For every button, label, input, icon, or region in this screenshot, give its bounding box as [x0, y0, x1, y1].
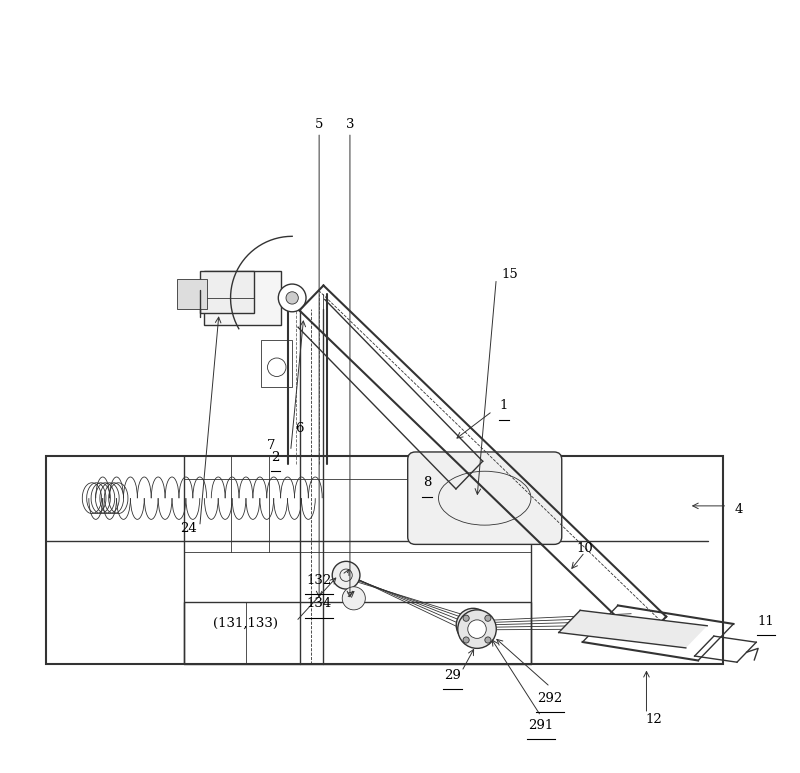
- Polygon shape: [558, 611, 707, 648]
- Text: 6: 6: [296, 422, 304, 435]
- Text: 132: 132: [306, 574, 332, 587]
- Circle shape: [342, 587, 366, 610]
- Text: 29: 29: [444, 669, 461, 682]
- Circle shape: [286, 291, 298, 304]
- Text: 2: 2: [271, 451, 279, 464]
- Text: 1: 1: [500, 400, 508, 412]
- Text: 4: 4: [734, 503, 743, 516]
- Circle shape: [466, 618, 481, 633]
- Polygon shape: [203, 271, 281, 325]
- Text: 10: 10: [577, 542, 594, 555]
- Circle shape: [278, 284, 306, 312]
- Text: 3: 3: [346, 118, 354, 131]
- Bar: [200, 271, 254, 313]
- Circle shape: [458, 610, 496, 649]
- Circle shape: [485, 637, 491, 643]
- Text: 24: 24: [180, 523, 197, 536]
- Text: 134: 134: [306, 598, 332, 610]
- Bar: [46, 456, 723, 664]
- Text: 8: 8: [422, 476, 431, 489]
- Text: 11: 11: [758, 615, 774, 628]
- Circle shape: [463, 637, 470, 643]
- Bar: [262, 340, 292, 386]
- Circle shape: [485, 615, 491, 621]
- Text: 291: 291: [528, 719, 554, 732]
- FancyBboxPatch shape: [408, 452, 562, 544]
- Bar: [177, 279, 207, 309]
- Text: 5: 5: [315, 118, 323, 131]
- Circle shape: [456, 608, 490, 642]
- Text: (131,133): (131,133): [214, 617, 278, 630]
- Text: 15: 15: [502, 268, 518, 281]
- Circle shape: [468, 620, 486, 638]
- Text: 12: 12: [646, 713, 662, 726]
- Text: 7: 7: [267, 438, 276, 451]
- Circle shape: [332, 561, 360, 589]
- Bar: [184, 602, 531, 664]
- Circle shape: [463, 615, 470, 621]
- Text: 292: 292: [538, 692, 563, 705]
